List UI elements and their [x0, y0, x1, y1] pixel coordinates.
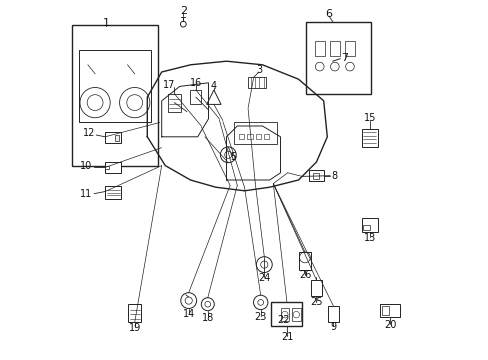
Text: 13: 13 [363, 233, 375, 243]
Bar [105, 162, 121, 173]
Bar [312, 173, 319, 179]
Text: 6: 6 [325, 9, 332, 19]
Bar [361, 218, 377, 232]
Bar [305, 22, 370, 94]
Bar [280, 308, 288, 321]
Text: 19: 19 [128, 323, 141, 333]
Text: 9: 9 [330, 321, 336, 332]
Bar [382, 306, 388, 315]
Bar [247, 134, 252, 139]
Text: 15: 15 [363, 113, 375, 123]
Bar [380, 304, 400, 317]
Bar [314, 41, 324, 56]
Bar [308, 170, 324, 181]
Bar [233, 122, 276, 144]
Text: 26: 26 [298, 270, 310, 280]
Bar [105, 132, 121, 143]
Bar [72, 25, 158, 166]
Bar [128, 304, 141, 322]
Text: 23: 23 [254, 312, 266, 322]
Text: 24: 24 [258, 273, 270, 283]
Bar [105, 166, 108, 169]
Text: 14: 14 [182, 309, 194, 319]
Bar [264, 134, 269, 139]
Bar [190, 90, 201, 104]
Text: 8: 8 [330, 171, 336, 181]
Text: 5: 5 [230, 152, 236, 162]
Text: 12: 12 [82, 128, 95, 138]
Bar [79, 50, 151, 122]
Text: 2: 2 [180, 6, 186, 16]
Text: 4: 4 [210, 81, 217, 91]
Text: 17: 17 [163, 80, 175, 90]
Bar [310, 280, 321, 296]
Text: 3: 3 [255, 65, 262, 75]
Bar [105, 186, 121, 199]
Text: 18: 18 [201, 312, 213, 323]
Bar [167, 94, 181, 112]
Bar [327, 306, 338, 322]
Text: 20: 20 [384, 320, 396, 330]
Bar [115, 135, 119, 141]
Text: 21: 21 [280, 332, 293, 342]
Bar [291, 308, 300, 321]
Bar [271, 302, 302, 326]
Bar [363, 225, 370, 230]
Text: 11: 11 [80, 189, 92, 199]
Text: 10: 10 [80, 161, 92, 171]
Bar [298, 252, 311, 270]
Text: 25: 25 [309, 297, 322, 307]
Bar [255, 134, 261, 139]
Bar [329, 41, 339, 56]
Bar [344, 41, 354, 56]
Text: 22: 22 [277, 315, 289, 325]
Bar [247, 77, 265, 88]
Bar [239, 134, 244, 139]
Text: 1: 1 [102, 18, 109, 28]
Text: 7: 7 [340, 53, 347, 63]
Text: 16: 16 [189, 78, 202, 88]
Bar [361, 129, 377, 147]
